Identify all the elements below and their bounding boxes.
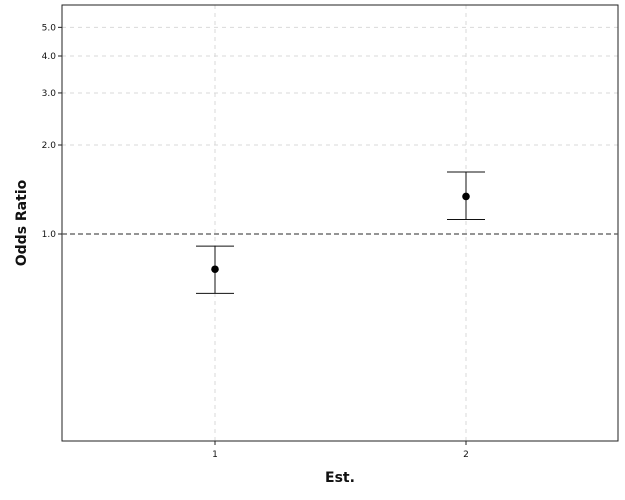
y-tick-label: 5.0 — [42, 23, 57, 33]
y-axis-ticks: 1.0 2.0 3.0 4.0 5.0 — [42, 23, 62, 240]
plot-frame — [61, 4, 619, 442]
point-estimate — [462, 192, 470, 201]
y-tick-label: 2.0 — [42, 141, 57, 151]
y-tick-label: 4.0 — [42, 52, 57, 62]
x-tick-label: 2 — [463, 450, 469, 460]
x-axis-title: Est. — [325, 470, 355, 486]
point-estimate — [211, 265, 219, 274]
y-axis-title: Odds Ratio — [14, 179, 30, 266]
x-tick-label: 1 — [212, 450, 218, 460]
y-tick-label: 1.0 — [42, 230, 57, 240]
grid-lines — [62, 5, 618, 441]
y-tick-label: 3.0 — [42, 89, 57, 99]
point-estimates — [196, 171, 485, 294]
